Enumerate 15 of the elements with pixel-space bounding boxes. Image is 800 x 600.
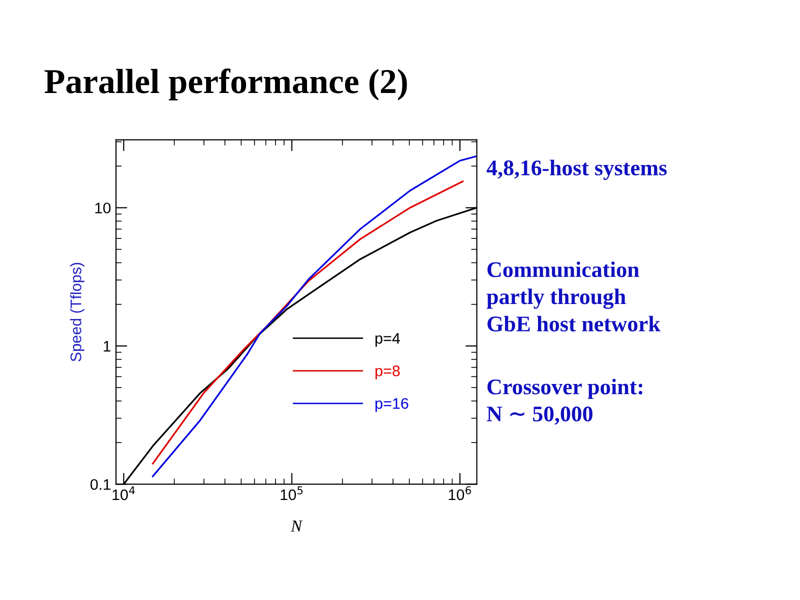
x-tick-label: 10$^{6}$ [448,486,471,500]
x-axis-title: N [290,520,303,532]
x-tick-label: 10$^{4}$ [112,486,135,500]
text: 4,8,16-host systems [486,160,667,180]
y-tick-label: 1 [104,340,110,352]
text: Communication partly through GbE host network [486,261,660,332]
chart-title: Parallel performance (2) [44,68,407,100]
legend-label: p=8 [376,365,400,380]
y-tick-label: 10 [95,202,111,214]
y-axis-title: Speed (Tflops) [70,262,84,362]
x-tick-label: 10$^{5}$ [280,486,303,500]
text: Crossover point: N ∼ 50,000 [486,378,642,425]
y-tick-label: 0.1 [90,479,110,490]
legend-label: p=16 [376,398,408,412]
legend-label: p=4 [376,333,400,347]
